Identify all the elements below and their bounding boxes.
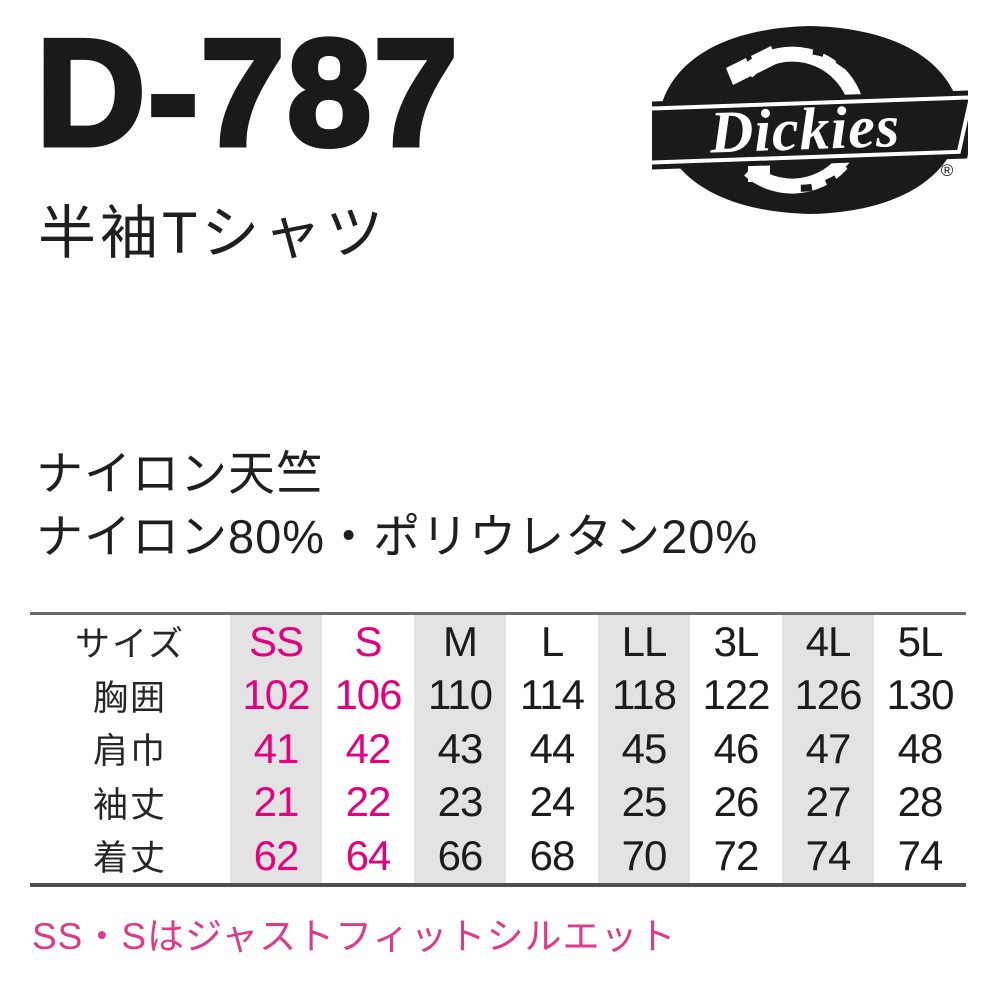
size-value-cell: 45 xyxy=(598,722,690,776)
size-value-cell: 22 xyxy=(345,778,392,826)
row-label-sleeve: 袖丈 xyxy=(92,785,167,825)
material-info: ナイロン天竺 ナイロン80%・ポリウレタン20% xyxy=(36,442,758,568)
size-table-header-label: サイズ xyxy=(75,625,185,665)
fit-footnote: SS・Sはジャストフィットシルエット xyxy=(32,916,677,957)
size-value-cell: 62 xyxy=(230,829,322,883)
size-col-header-ss: SS xyxy=(230,615,322,669)
row-label-body-length: 着丈 xyxy=(92,839,167,879)
size-value-cell: 126 xyxy=(782,668,874,722)
size-col-header-4l: 4L xyxy=(782,615,874,669)
size-table: サイズ SS S M L LL 3L 4L 5L 胸囲 102 106 110 … xyxy=(30,612,966,887)
size-value-cell: 72 xyxy=(713,831,760,879)
size-value-cell: 64 xyxy=(345,831,392,879)
size-value-cell: 26 xyxy=(713,778,760,826)
size-value-cell: 66 xyxy=(414,829,506,883)
size-value-cell: 24 xyxy=(529,778,576,826)
size-value-cell: 42 xyxy=(345,724,392,772)
size-value-cell: 46 xyxy=(713,724,760,772)
size-value-cell: 44 xyxy=(529,724,576,772)
size-value-cell: 43 xyxy=(414,722,506,776)
size-col-header-ll: LL xyxy=(598,615,690,669)
size-value-cell: 41 xyxy=(230,722,322,776)
size-value-cell: 122 xyxy=(702,671,770,719)
size-col-header-3l: 3L xyxy=(713,617,760,665)
size-value-cell: 25 xyxy=(598,775,690,829)
size-value-cell: 102 xyxy=(230,668,322,722)
product-name: 半袖Tシャツ xyxy=(38,201,388,266)
horseshoe-dashes-top xyxy=(812,47,874,107)
size-value-cell: 28 xyxy=(897,778,944,826)
size-col-header-s: S xyxy=(354,617,382,665)
size-col-header-5l: 5L xyxy=(897,617,944,665)
dickies-logo-icon: Dickies ® xyxy=(623,26,981,214)
size-value-cell: 68 xyxy=(529,831,576,879)
size-col-header-l: L xyxy=(540,617,564,665)
product-code-title: D-787 xyxy=(34,8,461,178)
size-value-cell: 130 xyxy=(886,671,954,719)
row-label-chest: 胸囲 xyxy=(92,678,167,718)
size-value-cell: 70 xyxy=(598,829,690,883)
size-value-cell: 74 xyxy=(782,829,874,883)
size-value-cell: 74 xyxy=(897,831,944,879)
material-line-2: ナイロン80%・ポリウレタン20% xyxy=(36,510,759,563)
dickies-logo: Dickies ® xyxy=(623,12,981,238)
material-line-1: ナイロン天竺 xyxy=(36,447,324,500)
horseshoe-tab-upper xyxy=(726,58,753,85)
size-value-cell: 110 xyxy=(414,668,506,722)
dickies-wordmark: Dickies xyxy=(708,93,901,166)
registered-mark: ® xyxy=(941,161,954,180)
size-value-cell: 23 xyxy=(414,775,506,829)
size-value-cell: 114 xyxy=(520,671,585,719)
size-value-cell: 47 xyxy=(782,722,874,776)
size-value-cell: 27 xyxy=(782,775,874,829)
size-col-header-m: M xyxy=(414,615,506,669)
row-label-shoulder: 肩巾 xyxy=(92,732,167,772)
size-value-cell: 48 xyxy=(897,724,944,772)
size-value-cell: 118 xyxy=(598,668,690,722)
horseshoe-dashes-bottom xyxy=(794,136,871,192)
size-value-cell: 106 xyxy=(334,671,402,719)
size-value-cell: 21 xyxy=(230,775,322,829)
logo-banner: Dickies xyxy=(623,90,981,171)
horseshoe-tab-lower xyxy=(751,46,778,73)
